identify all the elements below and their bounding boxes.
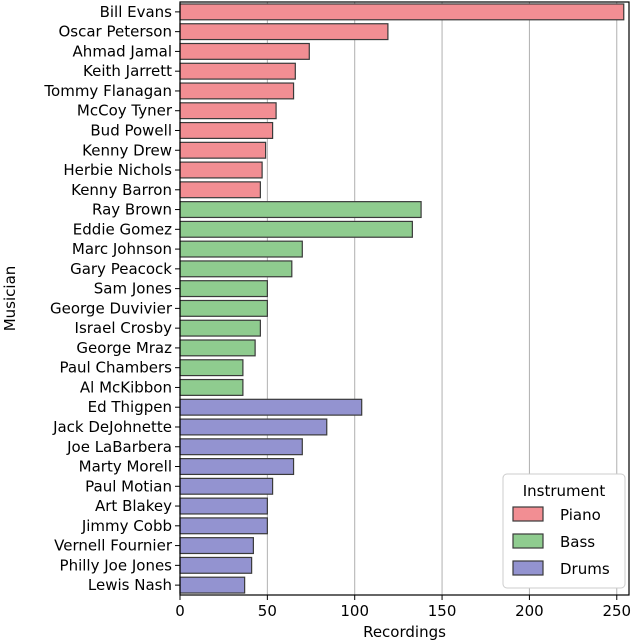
bar [179, 299, 268, 317]
bar [179, 497, 268, 515]
y-tick-label: Oscar Peterson [58, 23, 172, 41]
y-tick-label: Paul Chambers [59, 359, 172, 377]
y-tick-label: Tommy Flanagan [43, 82, 172, 100]
y-tick-label: Ed Thigpen [88, 398, 172, 416]
y-tick-label: Art Blakey [95, 497, 172, 515]
legend-title: Instrument [523, 482, 606, 500]
legend-swatch [512, 506, 544, 522]
y-tick-label: Gary Peacock [70, 260, 172, 278]
bar [179, 438, 303, 456]
bar [179, 477, 274, 495]
y-axis-title: Musician [1, 266, 19, 332]
x-tick-label: 250 [602, 602, 631, 620]
bar [179, 517, 268, 535]
y-tick-label: Al McKibbon [80, 378, 172, 396]
y-tick-label: Bud Powell [90, 121, 172, 139]
y-tick-label: Kenny Drew [82, 141, 172, 159]
y-tick-label: Vernell Fournier [54, 537, 173, 555]
bar [179, 161, 263, 179]
x-tick-label: 0 [175, 602, 185, 620]
bar [179, 23, 389, 41]
bar [179, 319, 261, 337]
bar [179, 141, 267, 159]
bar [179, 121, 274, 139]
bar [179, 260, 293, 278]
legend-label: Bass [560, 533, 595, 551]
y-tick-label: Kenny Barron [71, 181, 172, 199]
bar [179, 240, 303, 258]
bar [179, 378, 244, 396]
bars [179, 3, 625, 594]
bar [179, 398, 363, 416]
bar [179, 418, 328, 436]
y-tick-label: Jack DeJohnette [52, 418, 172, 436]
y-tick-label: George Duvivier [50, 299, 173, 317]
bar [179, 537, 254, 555]
y-tick-label: Keith Jarrett [83, 62, 172, 80]
y-tick-label: Israel Crosby [75, 319, 173, 337]
y-tick-label: Herbie Nichols [63, 161, 172, 179]
y-tick-label: Philly Joe Jones [60, 556, 173, 574]
y-tick-label: Lewis Nash [88, 576, 172, 594]
bar [179, 556, 253, 574]
plot-frame [179, 1, 630, 596]
legend-box [502, 473, 626, 589]
x-axis-title: Recordings [363, 623, 446, 641]
legend-label: Piano [560, 506, 601, 524]
bar [179, 280, 268, 298]
y-tick-label: George Mraz [76, 339, 172, 357]
legend: Instrument Piano Bass Drums [502, 473, 626, 589]
bar [179, 576, 246, 594]
legend-swatch [512, 560, 544, 576]
y-tick-label: Ahmad Jamal [73, 42, 172, 60]
y-tick-label: Eddie Gomez [73, 220, 172, 238]
y-tick-label: Joe LaBarbera [66, 438, 172, 456]
y-tick-label: Paul Motian [85, 477, 172, 495]
bar [179, 181, 261, 199]
bar [179, 42, 310, 60]
bar [179, 102, 277, 120]
bar [179, 339, 256, 357]
legend-swatch [512, 533, 544, 549]
bar [179, 220, 413, 238]
bar [179, 458, 295, 476]
bar [179, 201, 422, 219]
y-tick-label: McCoy Tyner [77, 102, 173, 120]
bar [179, 3, 625, 21]
y-tick-label: Ray Brown [92, 201, 172, 219]
bar [179, 82, 295, 100]
x-tick-label: 200 [515, 602, 544, 620]
y-tick-label: Sam Jones [94, 280, 172, 298]
y-tick-label: Jimmy Cobb [81, 517, 172, 535]
x-tick-label: 50 [258, 602, 277, 620]
bar [179, 359, 244, 377]
legend-label: Drums [560, 560, 610, 578]
y-tick-label: Bill Evans [100, 3, 173, 21]
x-tick-label: 100 [340, 602, 369, 620]
x-tick-label: 150 [428, 602, 457, 620]
y-tick-label: Marty Morell [79, 458, 172, 476]
y-tick-label: Marc Johnson [72, 240, 172, 258]
bar [179, 62, 296, 80]
